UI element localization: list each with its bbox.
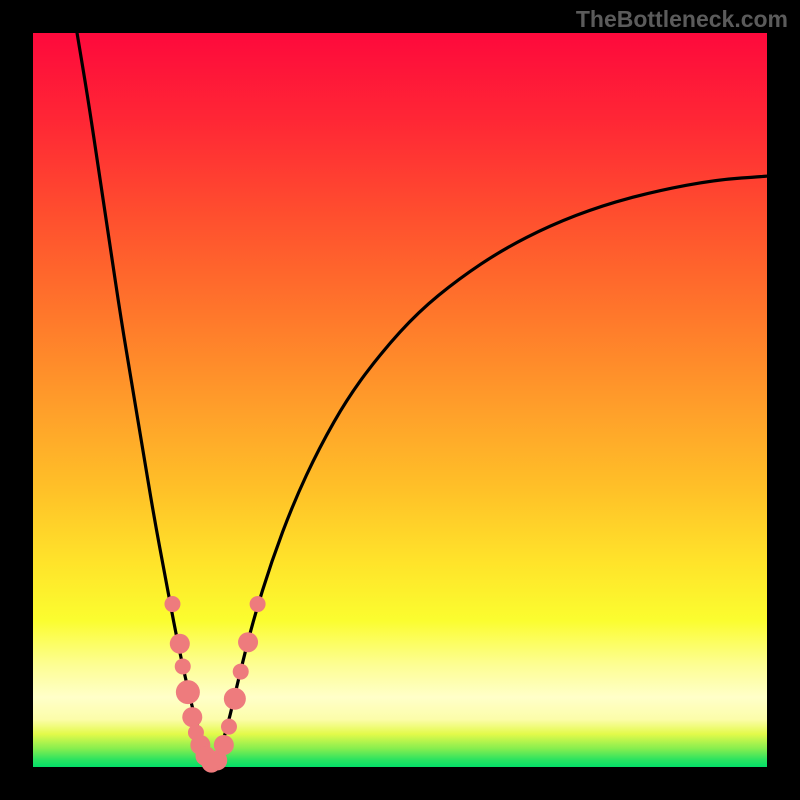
bead-marker [233, 664, 249, 680]
bottleneck-chart [0, 0, 800, 800]
bead-marker [238, 632, 258, 652]
bead-marker [175, 658, 191, 674]
bead-marker [250, 596, 266, 612]
bead-marker [221, 719, 237, 735]
bead-marker [170, 634, 190, 654]
chart-container: TheBottleneck.com [0, 0, 800, 800]
plot-gradient-area [33, 33, 767, 767]
bead-marker [176, 680, 200, 704]
bead-marker [224, 688, 246, 710]
bead-marker [164, 596, 180, 612]
watermark-text: TheBottleneck.com [576, 6, 788, 33]
bead-marker [214, 735, 234, 755]
bead-marker [182, 707, 202, 727]
